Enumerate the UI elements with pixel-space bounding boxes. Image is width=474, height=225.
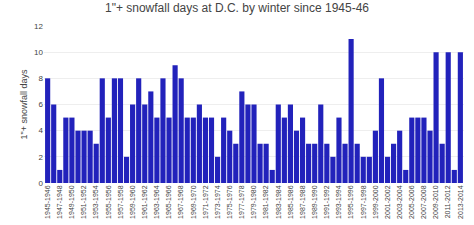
svg-text:4: 4	[39, 126, 44, 135]
svg-text:1979-1980: 1979-1980	[250, 185, 257, 219]
svg-text:10: 10	[34, 48, 43, 57]
svg-text:1999-2000: 1999-2000	[372, 185, 379, 219]
svg-text:6: 6	[39, 100, 44, 109]
svg-text:1951-1952: 1951-1952	[80, 185, 87, 219]
svg-text:12: 12	[34, 22, 43, 31]
svg-text:1967-1968: 1967-1968	[177, 185, 184, 219]
svg-text:1995-1996: 1995-1996	[347, 185, 354, 219]
svg-text:1959-1960: 1959-1960	[129, 185, 136, 219]
svg-text:1"+ snowfall days at D.C. by w: 1"+ snowfall days at D.C. by winter sinc…	[105, 1, 369, 15]
svg-text:2009-2010: 2009-2010	[432, 185, 439, 219]
svg-text:1963-1964: 1963-1964	[153, 185, 160, 219]
svg-text:1945-1946: 1945-1946	[44, 185, 51, 219]
svg-text:1975-1976: 1975-1976	[226, 185, 233, 219]
svg-text:1961-1962: 1961-1962	[141, 185, 148, 219]
svg-text:1955-1956: 1955-1956	[105, 185, 112, 219]
svg-text:1969-1970: 1969-1970	[190, 185, 197, 219]
svg-text:1971-1972: 1971-1972	[202, 185, 209, 219]
svg-text:2005-2006: 2005-2006	[408, 185, 415, 219]
svg-text:8: 8	[39, 74, 44, 83]
svg-text:2007-2008: 2007-2008	[420, 185, 427, 219]
svg-text:1981-1982: 1981-1982	[262, 185, 269, 219]
svg-text:1983-1984: 1983-1984	[275, 185, 282, 219]
svg-text:1973-1974: 1973-1974	[214, 185, 221, 219]
svg-text:1993-1994: 1993-1994	[335, 185, 342, 219]
svg-text:1991-1992: 1991-1992	[323, 185, 330, 219]
svg-text:1957-1958: 1957-1958	[117, 185, 124, 219]
svg-text:1953-1954: 1953-1954	[92, 185, 99, 219]
svg-text:2013-2014: 2013-2014	[457, 185, 464, 219]
svg-text:1"+ snowfall days: 1"+ snowfall days	[19, 69, 29, 139]
svg-text:1997-1998: 1997-1998	[360, 185, 367, 219]
svg-text:2003-2004: 2003-2004	[396, 185, 403, 219]
svg-text:0: 0	[39, 179, 44, 188]
svg-text:1977-1978: 1977-1978	[238, 185, 245, 219]
svg-text:1949-1950: 1949-1950	[68, 185, 75, 219]
svg-text:2011-2012: 2011-2012	[444, 185, 451, 218]
svg-text:1965-1966: 1965-1966	[165, 185, 172, 219]
svg-text:1989-1990: 1989-1990	[311, 185, 318, 219]
svg-text:2001-2002: 2001-2002	[384, 185, 391, 219]
svg-text:1947-1948: 1947-1948	[56, 185, 63, 219]
svg-text:2: 2	[39, 153, 44, 162]
svg-text:1985-1986: 1985-1986	[287, 185, 294, 219]
svg-text:1987-1988: 1987-1988	[299, 185, 306, 219]
